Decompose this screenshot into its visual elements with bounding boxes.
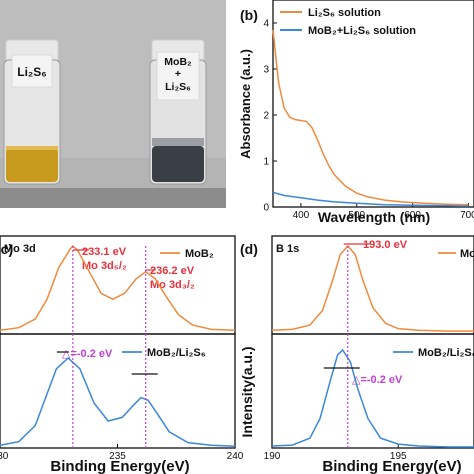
panel-c-series-line-1: [0, 244, 236, 332]
panel-b-ticks: 400 500 600 700 0 1 2 3 4: [263, 19, 474, 222]
vial-right-label-line3: Li₂S₆: [165, 81, 191, 93]
panel-b-ytick-label: 3: [263, 65, 269, 76]
photo-bench: [0, 188, 226, 208]
plot-layer: [0, 29, 474, 448]
panel-b-xtick-label: 400: [293, 210, 310, 221]
panel-c-delta-label: △=-0.2 eV: [62, 348, 113, 360]
vial-left-meniscus: [6, 146, 58, 150]
panel-d-series-line-1: [271, 244, 474, 332]
panel-d-series-line-2: [271, 348, 474, 448]
panel-d-delta-label: △=-0.2 eV: [352, 374, 403, 386]
vial-right: MoB₂ + Li₂S₆: [149, 39, 207, 185]
vial-right-label-line2: +: [175, 68, 181, 80]
panel-b-frame: [272, 0, 474, 208]
vial-right-meniscus: [152, 138, 204, 146]
panel-c-legend-bottom: MoB₂/Li₂S₆: [147, 347, 206, 359]
panel-b-xtick-label: 700: [460, 210, 474, 221]
panel-d-xtick-label: 195: [390, 451, 407, 462]
vial-left: Li₂S₆: [3, 39, 61, 185]
panel-b-ytick-label: 0: [263, 203, 269, 214]
panel-d-ylabel: Intensity(a.u.): [239, 346, 255, 437]
panel-b-xtick-label: 600: [404, 210, 421, 221]
panel-c-tag: (c): [0, 241, 13, 257]
vial-left-label-bg: [11, 54, 53, 88]
panel-b: (b) 400 500 600 700 0 1 2 3 4 Wavelength (nm) Ab…: [238, 0, 474, 225]
panel-c-peak1-sub: Mo 3d₅/₂: [82, 260, 127, 272]
panel-c: (c) Mo 3d 230 235 240 Binding Energy(eV) M…: [0, 235, 244, 474]
panel-d-legend-top: MoB₂: [460, 248, 474, 260]
panel-c-xtick-label: 230: [0, 451, 9, 462]
panel-d-xtick-label: 190: [264, 451, 281, 462]
panel-b-ytick-label: 4: [263, 19, 269, 30]
panel-d-legend-bottom: MoB₂/Li₂S₆: [418, 347, 474, 359]
panel-d-tag: (d): [240, 241, 258, 257]
panel-d-bottom-frame: [271, 333, 474, 449]
panel-b-series-line-1: [272, 29, 469, 206]
panel-d-peak-label: 193.0 eV: [363, 239, 408, 251]
vial-right-solution: [152, 146, 204, 182]
vial-left-label: Li₂S₆: [17, 65, 46, 79]
panel-c-xtick-label: 240: [227, 451, 244, 462]
panel-c-legend-top: MoB₂: [185, 248, 214, 260]
vial-right-label-bg: [156, 51, 200, 101]
panel-c-xtick-label: 235: [109, 451, 126, 462]
panel-d-title: B 1s: [276, 243, 299, 255]
panel-c-peak1-label: 233.1 eV: [82, 246, 127, 258]
panel-c-peak2-label: 236.2 eV: [150, 265, 195, 277]
panel-d-xlabel: Binding Energy(eV): [322, 458, 461, 474]
panel-b-ylabel: Absorbance (a.u.): [238, 49, 253, 159]
photo-panel: Li₂S₆ MoB₂ + Li₂S₆: [0, 0, 226, 208]
panel-b-xlabel: Wavelength (nm): [318, 209, 430, 225]
panel-c-xlabel: Binding Energy(eV): [50, 458, 189, 474]
vial-right-label-line1: MoB₂: [164, 56, 192, 68]
panel-c-series-line-2: [0, 356, 236, 447]
panel-b-ytick-label: 1: [263, 157, 269, 168]
vial-left-solution: [6, 148, 58, 182]
panel-d: (d) B 1s 190 195 Binding Energy(eV) Inten…: [239, 235, 474, 474]
panel-c-title: Mo 3d: [4, 243, 36, 255]
panel-b-legend-1: Li₂S₆ solution: [308, 7, 381, 19]
panel-b-xtick-label: 500: [348, 210, 365, 221]
panel-b-series-line-2: [272, 191, 469, 207]
panel-b-legend-2: MoB₂+Li₂S₆ solution: [308, 25, 416, 37]
panel-b-ytick-label: 2: [263, 111, 269, 122]
panel-b-tag: (b): [240, 7, 258, 23]
